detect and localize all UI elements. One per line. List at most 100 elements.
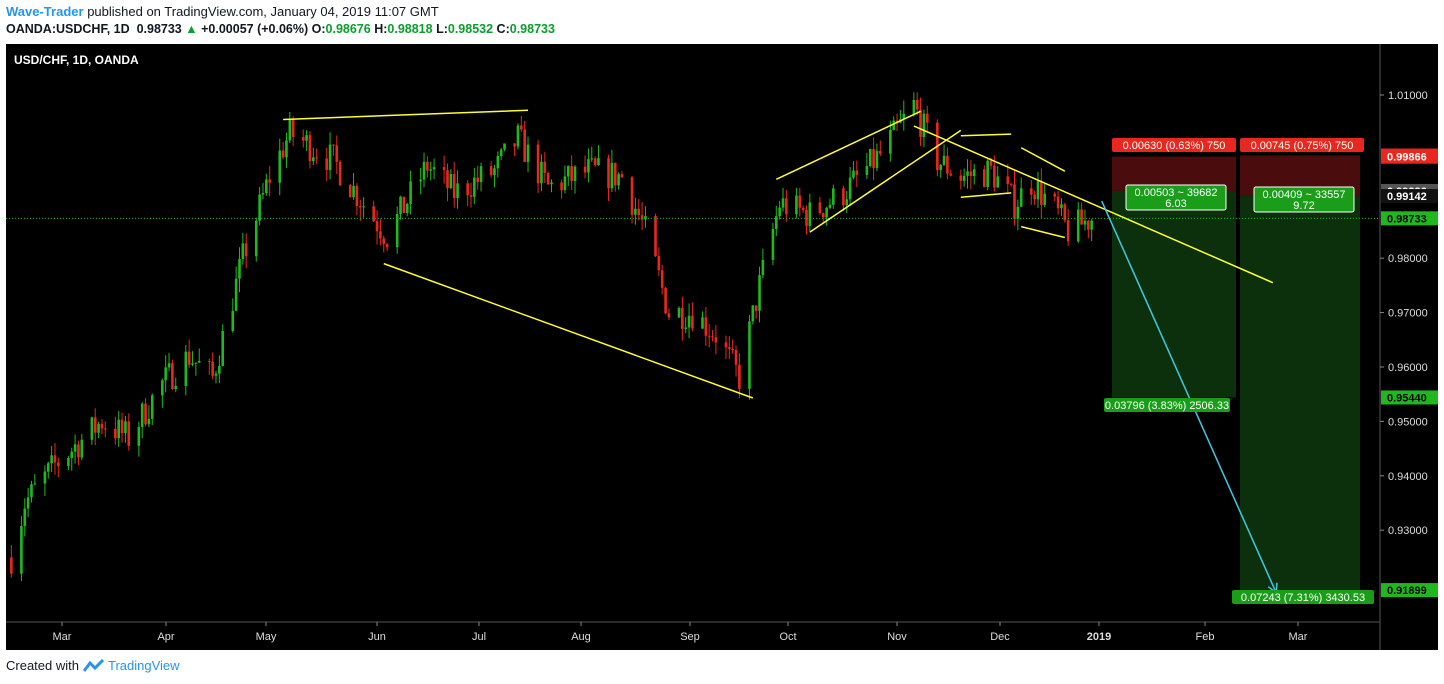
x-tick-label: Nov: [887, 631, 907, 643]
close-value: 0.98733: [509, 22, 555, 36]
trendline[interactable]: [809, 129, 962, 233]
candle-body: [1033, 194, 1036, 200]
candle-body: [429, 169, 433, 171]
candle-body: [338, 161, 342, 186]
candle-body: [771, 228, 775, 260]
risk-reward-label: 0.00409 ~ 33557: [1263, 189, 1346, 201]
target-zone: [1240, 196, 1360, 591]
candle-body: [171, 363, 174, 390]
price-axis[interactable]: [1381, 44, 1438, 622]
price-marker-box: [1381, 189, 1438, 204]
candle-body: [402, 196, 406, 214]
x-tick-label: Aug: [571, 631, 591, 643]
candle-body: [238, 258, 241, 279]
price-marker-label: 0.99866: [1387, 152, 1427, 164]
target-zone: [1112, 190, 1236, 398]
candle-body: [221, 330, 225, 366]
x-tick-label: Jul: [472, 631, 486, 643]
candle-body: [912, 100, 916, 114]
candle-body: [942, 155, 946, 165]
trendline[interactable]: [1021, 225, 1066, 239]
trendline[interactable]: [283, 109, 529, 121]
candle-body: [687, 315, 691, 328]
candle-body: [187, 351, 191, 365]
x-tick-label: Mar: [1289, 631, 1308, 643]
trendline[interactable]: [960, 133, 1012, 137]
candle-body: [1040, 180, 1043, 205]
candle-body: [20, 526, 23, 574]
candle-body: [590, 158, 594, 160]
published-text: published on TradingView.com, January 04…: [87, 4, 439, 19]
candle-body: [442, 167, 446, 171]
candle-body: [1009, 183, 1013, 185]
candle-body: [10, 557, 13, 574]
candle-body: [630, 177, 634, 215]
candle-body: [80, 439, 84, 458]
candle-body: [959, 175, 963, 181]
low-label: L:: [436, 22, 448, 36]
candle-body: [97, 424, 100, 433]
created-with-text: Created with: [6, 658, 79, 673]
candle-body: [546, 172, 550, 185]
x-tick-label: Sep: [680, 631, 700, 643]
x-tick-label: 2019: [1087, 631, 1111, 643]
candle-body: [409, 181, 412, 204]
candle-body: [583, 166, 587, 173]
candle-body: [781, 198, 785, 208]
candle-body: [644, 215, 647, 220]
close-label: C:: [496, 22, 510, 36]
candle-body: [23, 508, 27, 527]
candle-body: [57, 462, 60, 466]
target-label-box: [1104, 398, 1230, 412]
candle-body: [996, 176, 1000, 188]
candle-body: [30, 484, 33, 498]
footer: Created with TradingView: [6, 658, 180, 676]
y-tick-label: 0.96000: [1388, 362, 1428, 374]
trendline[interactable]: [1020, 147, 1066, 172]
candle-body: [382, 238, 386, 245]
candle-body: [922, 113, 926, 138]
candle-body: [315, 157, 318, 159]
candle-body: [395, 213, 399, 248]
candle-body: [117, 419, 121, 439]
candle-body: [161, 380, 164, 396]
open-label: O:: [311, 22, 326, 36]
candle-body: [184, 351, 188, 386]
candle-body: [681, 308, 684, 329]
candle-body: [962, 175, 966, 181]
price-marker-box: [1381, 390, 1438, 405]
candle-body: [124, 421, 127, 434]
candle-body: [751, 305, 755, 322]
candle-body: [845, 199, 849, 206]
high-value: 0.98818: [387, 22, 433, 36]
candle-body: [828, 204, 832, 208]
candle-body: [399, 196, 402, 214]
candle-body: [832, 188, 835, 205]
candle-body: [758, 275, 761, 311]
trendline[interactable]: [775, 110, 921, 180]
candle-body: [613, 162, 617, 186]
candle-body: [301, 136, 305, 141]
tradingview-link[interactable]: TradingView: [108, 658, 180, 673]
candle-body: [573, 166, 577, 182]
candle-body: [785, 198, 788, 215]
candle-body: [761, 259, 765, 276]
candle-body: [872, 149, 875, 169]
author-link[interactable]: Wave-Trader: [6, 4, 84, 19]
trendline[interactable]: [960, 192, 1012, 199]
candle-body: [305, 135, 308, 141]
candle-body: [550, 182, 553, 185]
candle-body: [150, 395, 154, 419]
candle-body: [597, 158, 600, 166]
candle-body: [634, 208, 637, 215]
projection-arrow[interactable]: [1101, 200, 1277, 594]
candle-body: [617, 174, 620, 186]
candle-body: [889, 129, 892, 154]
candle-body: [140, 403, 144, 427]
candle-body: [77, 444, 80, 458]
candle-body: [526, 144, 530, 162]
trendline[interactable]: [383, 262, 754, 399]
trendline[interactable]: [913, 125, 1274, 284]
price-marker-label: 0.99142: [1387, 191, 1427, 203]
